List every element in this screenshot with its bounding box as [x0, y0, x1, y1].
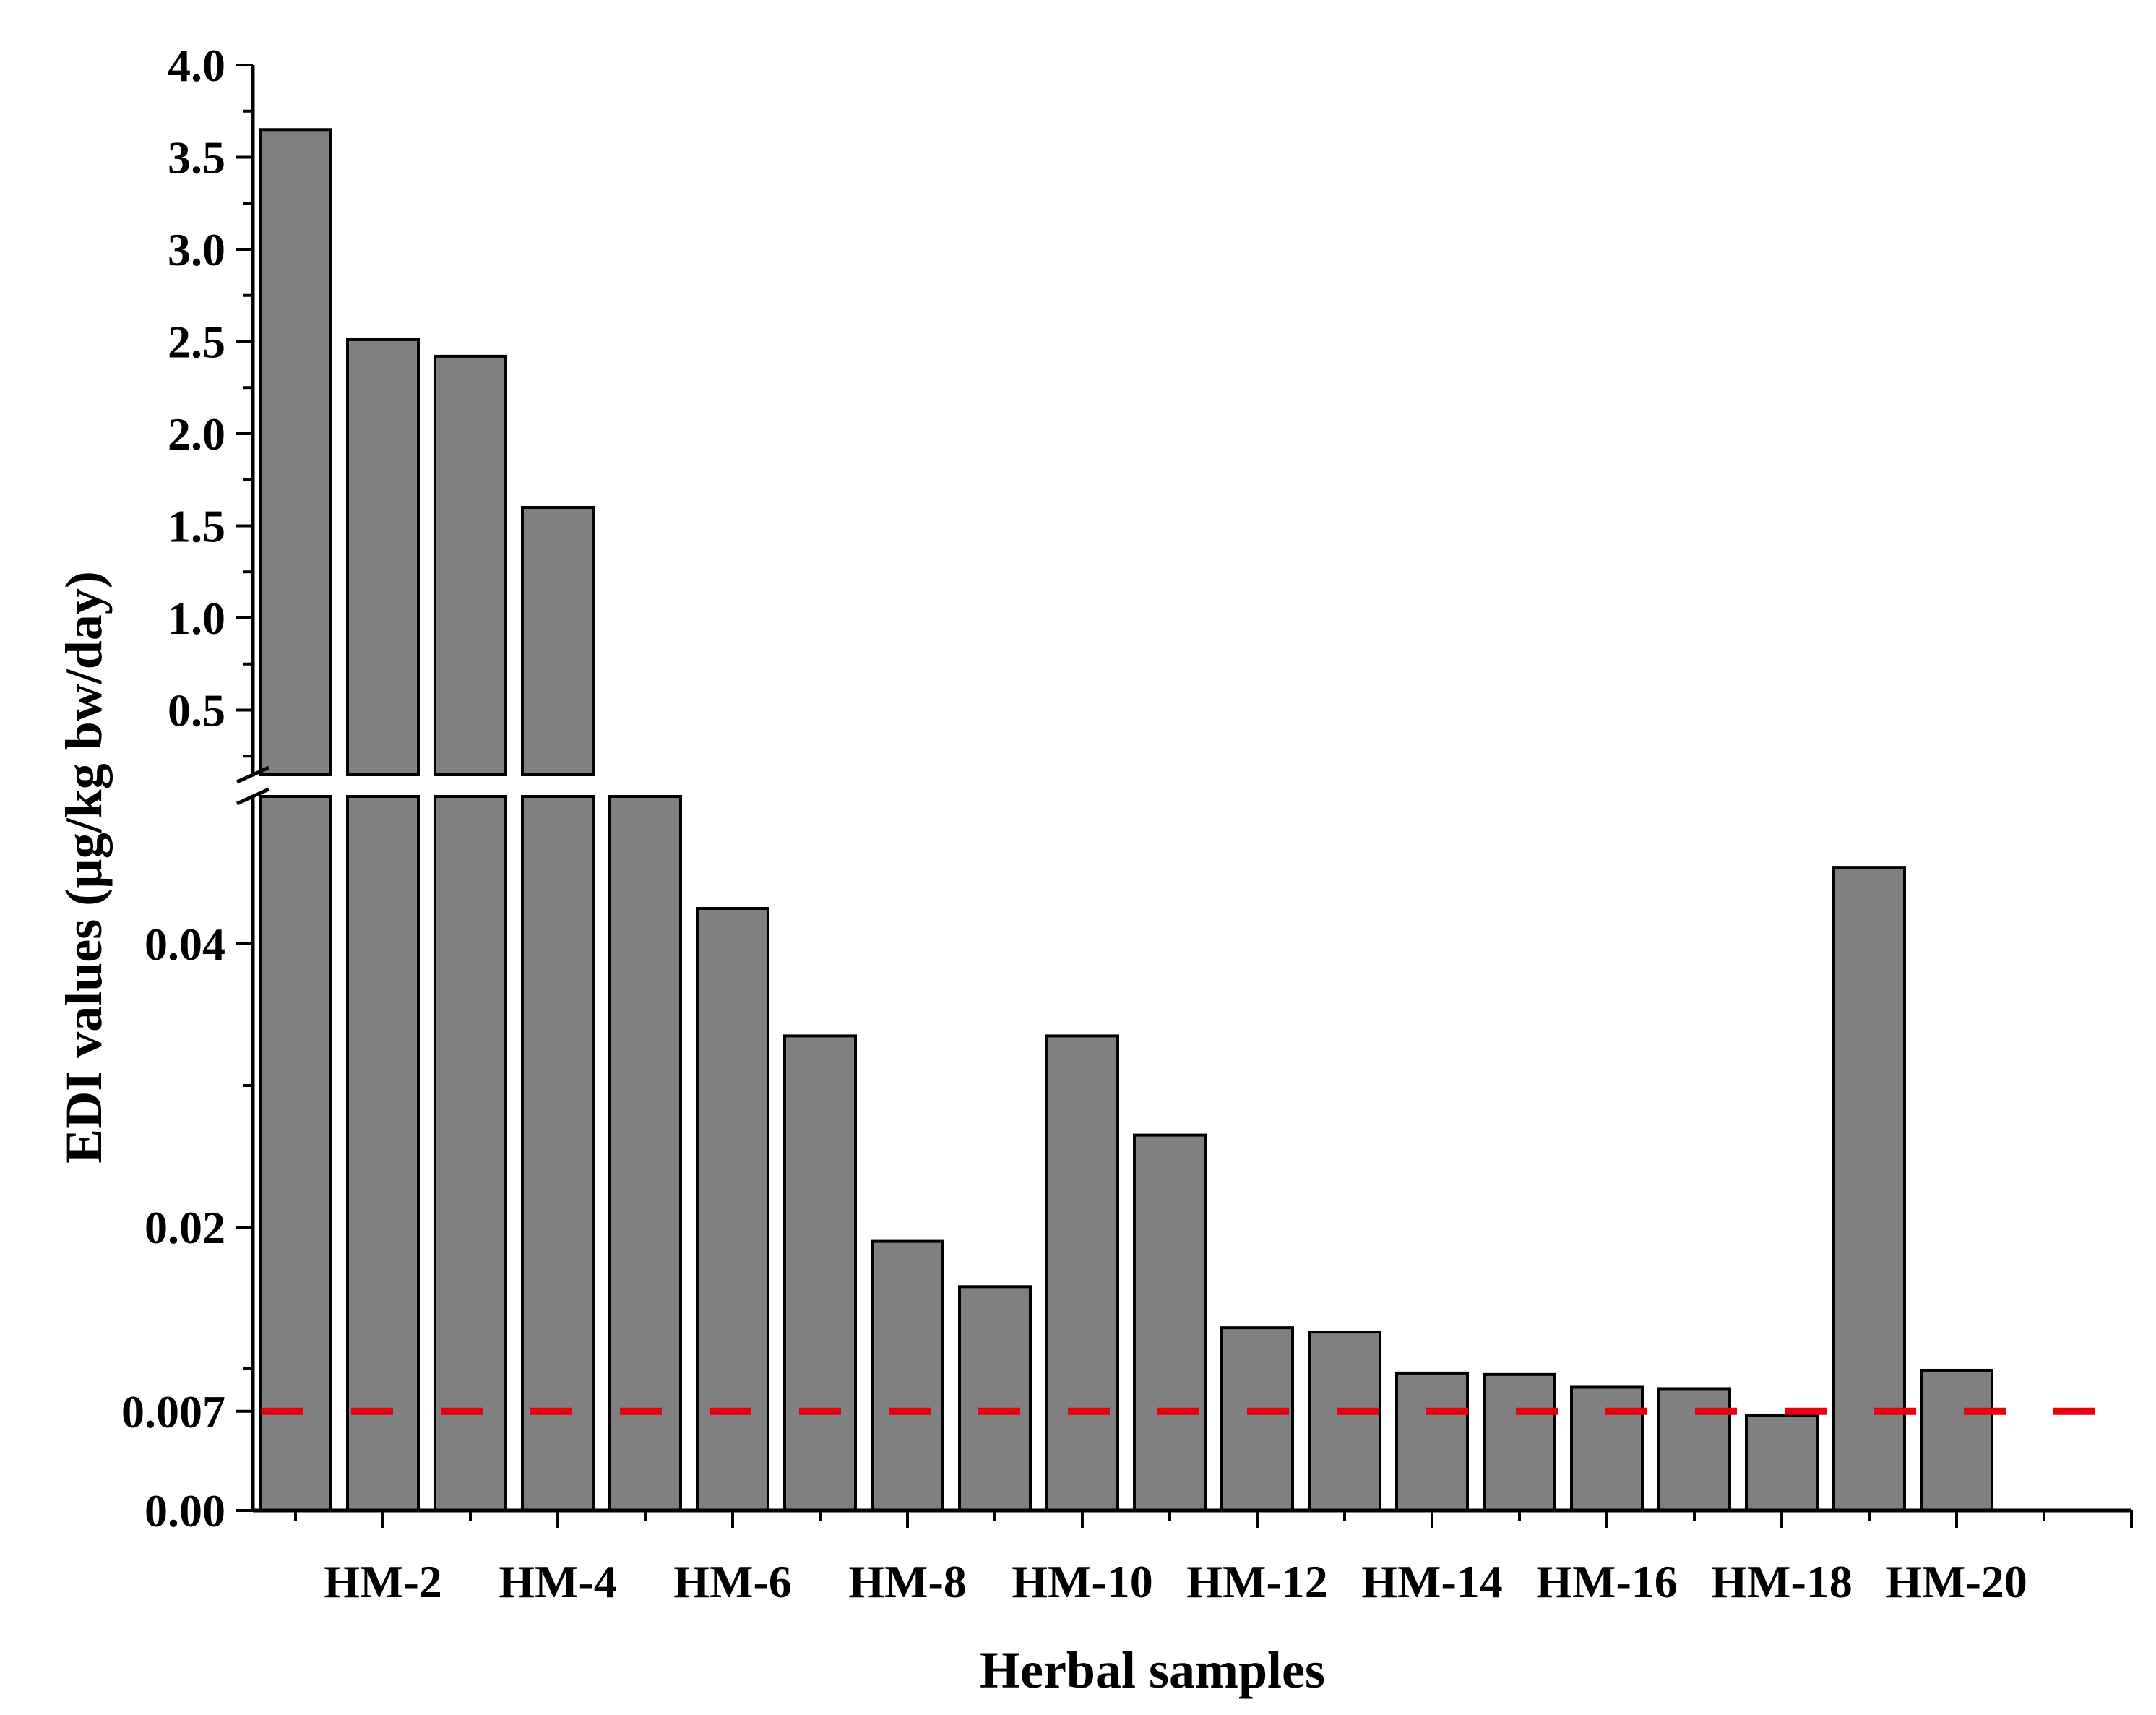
- bar-HM-7: [783, 1034, 857, 1512]
- y-tick-label: 0.00: [145, 1485, 225, 1536]
- y-tick-label: 2.0: [168, 408, 225, 460]
- bar-HM-20: [1920, 1368, 1993, 1512]
- y-tick-label: 1.5: [168, 501, 225, 552]
- y-tick-label: 2.5: [168, 317, 225, 368]
- y-tick-label: 0.5: [168, 685, 225, 736]
- bar-HM-4-lower: [521, 795, 595, 1512]
- bar-HM-3-upper: [434, 354, 507, 776]
- bar-HM-18: [1745, 1414, 1819, 1513]
- bar-HM-14: [1395, 1371, 1469, 1512]
- x-tick-label: HM-2: [324, 1556, 442, 1607]
- x-tick-label: HM-14: [1361, 1556, 1503, 1607]
- y-tick-label: 0.02: [145, 1202, 225, 1253]
- axes-group: [236, 65, 2131, 1513]
- bar-HM-8: [871, 1239, 944, 1512]
- x-tick-label: HM-4: [499, 1556, 617, 1607]
- y-tick-label: 3.0: [168, 224, 225, 275]
- bar-HM-6: [696, 907, 769, 1512]
- bar-HM-11: [1133, 1133, 1207, 1512]
- x-tick-label: HM-18: [1711, 1556, 1853, 1607]
- x-tick-label: HM-6: [673, 1556, 792, 1607]
- bar-HM-9: [958, 1285, 1032, 1512]
- bar-HM-2-upper: [346, 338, 420, 776]
- y-tick-label: 0.04: [145, 919, 225, 970]
- x-tick-label: HM-16: [1536, 1556, 1678, 1607]
- y-tick-label: 3.5: [168, 132, 225, 184]
- bar-HM-10: [1045, 1034, 1119, 1512]
- bar-HM-17: [1657, 1387, 1731, 1512]
- x-ticks-group: HM-2 HM-4 HM-6 HM-8 HM-10 HM-12 HM-14 HM-16 HM-1…: [294, 1510, 2133, 1607]
- bar-HM-3-lower: [434, 795, 507, 1512]
- y-tick-label: 4.0: [168, 40, 225, 91]
- x-tick-label: HM-12: [1186, 1556, 1328, 1607]
- x-tick-label: HM-10: [1012, 1556, 1153, 1607]
- x-axis-title: Herbal samples: [980, 1641, 1325, 1699]
- bar-HM-2-lower: [346, 795, 420, 1512]
- bar-HM-1-upper: [259, 128, 332, 776]
- x-tick-label: HM-8: [848, 1556, 967, 1607]
- bar-HM-12: [1220, 1326, 1294, 1513]
- bars-group: [259, 128, 1993, 1513]
- bar-HM-1-lower: [259, 795, 332, 1512]
- axis-break-mark: [236, 787, 270, 806]
- bar-HM-13: [1308, 1331, 1381, 1513]
- bar-HM-4-upper: [521, 506, 595, 776]
- bar-HM-15: [1483, 1372, 1556, 1512]
- axis-break-mark: [236, 765, 270, 784]
- y-ticks-group: 0.5 1.0 1.5 2.0 2.5 3.0 3.5 4.0 0.00 0.007 0.02 0.0…: [121, 40, 253, 1536]
- y-axis-title: EDI values (µg/kg bw/day): [55, 571, 113, 1164]
- bar-HM-5: [608, 795, 682, 1512]
- bar-HM-16: [1570, 1385, 1644, 1512]
- y-tick-label: 1.0: [168, 593, 225, 644]
- bar-HM-19: [1832, 866, 1906, 1513]
- x-tick-label: HM-20: [1886, 1556, 2027, 1607]
- y-tick-label: 0.007: [121, 1386, 225, 1437]
